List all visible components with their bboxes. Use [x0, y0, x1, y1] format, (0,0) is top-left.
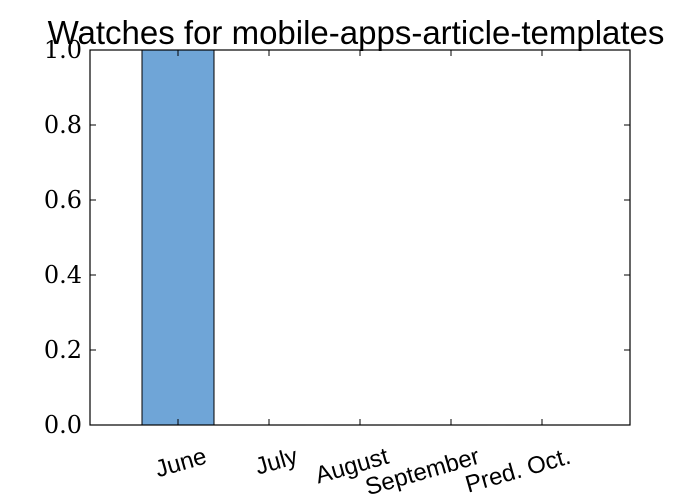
y-tick-label: 0.6 [44, 186, 82, 214]
chart-title: Watches for mobile-apps-article-template… [48, 14, 665, 51]
x-tick-label: July [252, 443, 300, 481]
y-tick-label: 1.0 [44, 36, 82, 64]
bar-june [141, 49, 215, 426]
y-tick-label: 0.4 [44, 261, 82, 289]
y-tick-label: 0.8 [44, 111, 82, 139]
tick-marks [90, 49, 630, 426]
y-tick-label: 0.0 [44, 411, 82, 439]
x-tick-label: June [152, 443, 209, 483]
bars-group [141, 49, 579, 426]
y-tick-label: 0.2 [44, 336, 82, 364]
x-tick-label: Pred. Oct. [462, 443, 573, 499]
y-axis-tick-labels: 0.0 0.2 0.4 0.6 0.8 1.0 [44, 36, 82, 439]
